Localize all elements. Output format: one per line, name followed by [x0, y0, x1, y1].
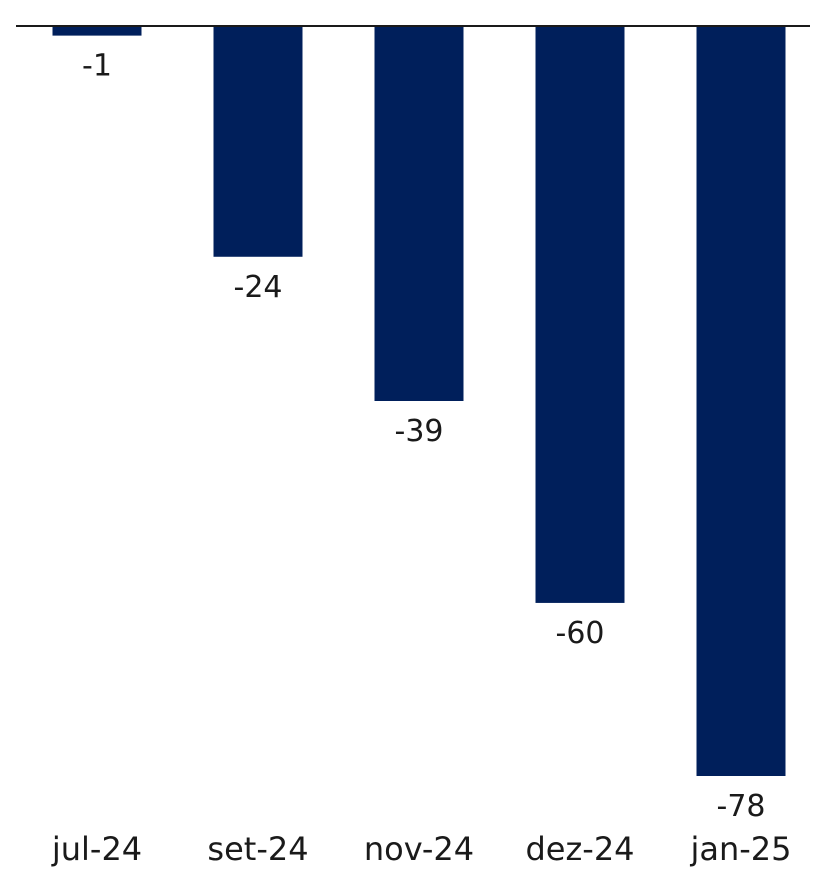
data-labels-group: -1 -24 -39 -60 -78 — [82, 49, 765, 824]
data-label-set-24: -24 — [234, 270, 283, 305]
bar-set-24 — [213, 26, 303, 257]
bars-group — [52, 26, 786, 776]
bar-dez-24 — [535, 26, 625, 603]
data-label-jul-24: -1 — [82, 49, 112, 84]
tick-label-nov-24: nov-24 — [364, 830, 474, 868]
bar-jan-25 — [696, 26, 786, 776]
category-tick-labels: jul-24 set-24 nov-24 dez-24 jan-25 — [51, 830, 792, 868]
data-label-nov-24: -39 — [395, 414, 444, 449]
data-label-jan-25: -78 — [717, 789, 766, 824]
bar-jul-24 — [52, 26, 142, 36]
tick-label-jul-24: jul-24 — [51, 830, 142, 868]
tick-label-set-24: set-24 — [207, 830, 308, 868]
tick-label-jan-25: jan-25 — [689, 830, 791, 868]
data-label-dez-24: -60 — [556, 616, 605, 651]
bar-nov-24 — [374, 26, 464, 401]
tick-label-dez-24: dez-24 — [525, 830, 634, 868]
